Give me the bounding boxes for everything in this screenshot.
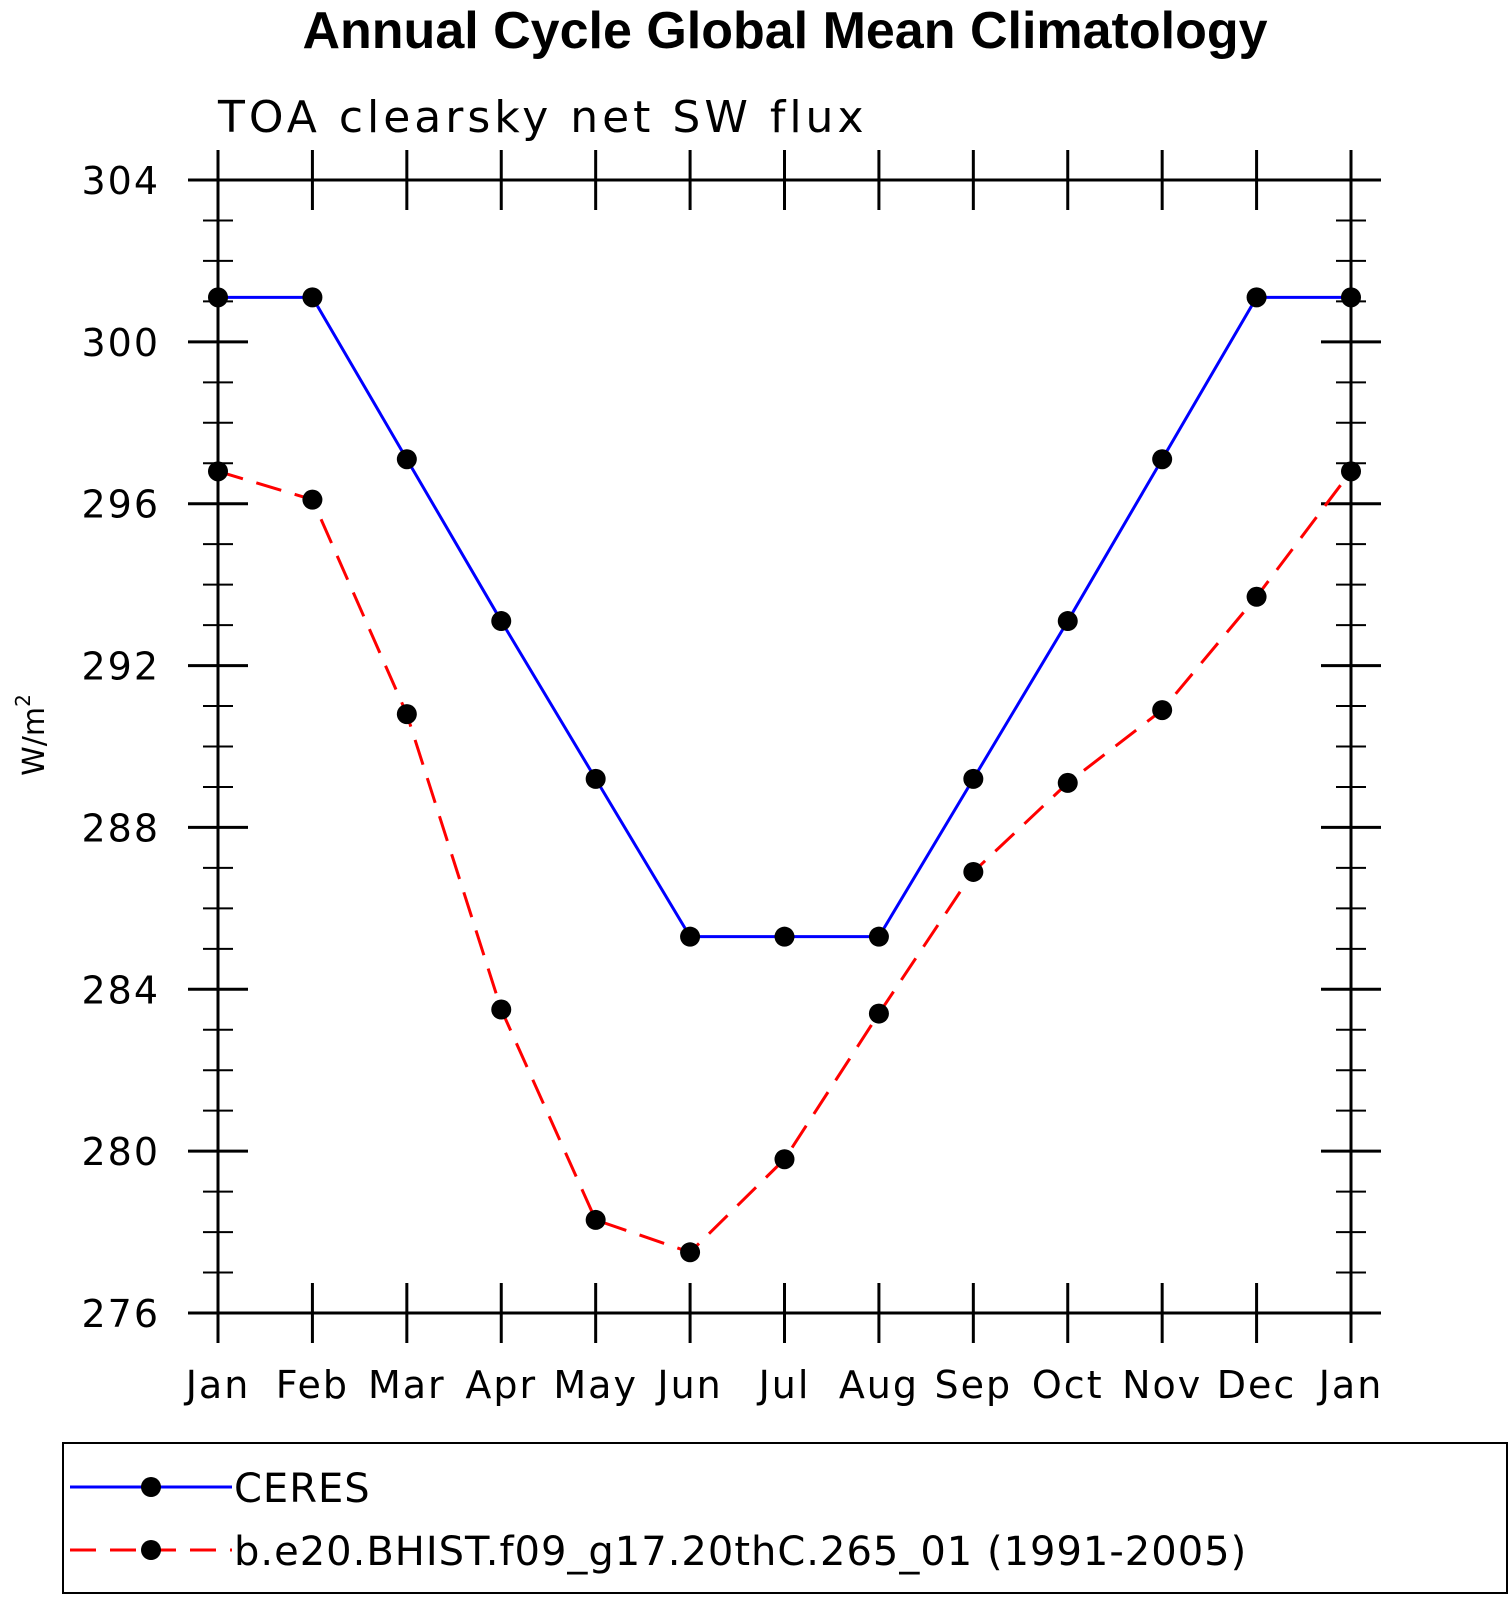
y-axis-label: W/m2 <box>11 694 52 776</box>
series-1-point <box>963 768 984 789</box>
series-2-point <box>680 1242 701 1263</box>
series-2-point <box>774 1149 795 1170</box>
y-axis-label-text: W/m <box>17 707 52 776</box>
series-1-point <box>1057 611 1078 632</box>
x-tick-label: Apr <box>465 1363 537 1407</box>
chart-subtitle: TOA clearsky net SW flux <box>217 92 867 143</box>
series-2-point <box>963 861 984 882</box>
y-tick-label: 284 <box>81 968 160 1012</box>
series-1-point <box>680 926 701 947</box>
series-1-point <box>396 449 417 470</box>
plot-frame <box>216 178 1353 1315</box>
x-tick-label: Mar <box>368 1363 446 1407</box>
series-2-point <box>396 704 417 725</box>
y-tick-labels: 276 280 284 288 292 296 300 304 <box>81 159 160 1336</box>
legend-label-2: b.e20.BHIST.f09_g17.20thC.265_01 (1991-2… <box>234 1529 1247 1575</box>
x-tick-label: May <box>553 1363 638 1407</box>
x-tick-label: Dec <box>1217 1363 1297 1407</box>
y-tick-label: 280 <box>81 1130 160 1174</box>
x-tick-label: Jun <box>655 1363 722 1407</box>
x-tick-label: Jan <box>1317 1363 1384 1407</box>
y-tick-label: 288 <box>81 806 160 850</box>
series-line-1 <box>218 295 1351 939</box>
series-2-point <box>491 999 512 1020</box>
legend: CERES b.e20.BHIST.f09_g17.20thC.265_01 (1… <box>62 1442 1508 1594</box>
series-2-point <box>868 1003 889 1024</box>
series-1-point <box>302 287 323 308</box>
series-line-2 <box>217 469 1353 1255</box>
series-1-point <box>868 926 889 947</box>
series-2-point <box>1246 586 1267 607</box>
series-2-point <box>585 1209 606 1230</box>
legend-box <box>62 1442 1508 1594</box>
series-1-point <box>1152 449 1173 470</box>
x-tick-label: Feb <box>276 1363 349 1407</box>
y-tick-label: 276 <box>81 1292 160 1336</box>
x-tick-label: Nov <box>1122 1363 1202 1407</box>
x-tick-label: Aug <box>839 1363 919 1407</box>
x-tick-label: Oct <box>1032 1363 1104 1407</box>
series-1-point <box>585 768 606 789</box>
x-tick-labels: Jan Feb Mar Apr May Jun Jul Aug Sep Oct Nov Dec Jan <box>184 1363 1384 1407</box>
series-layer <box>208 287 1361 1263</box>
legend-label-1: CERES <box>234 1466 371 1512</box>
series-2-point <box>302 489 323 510</box>
series-1-point <box>1246 287 1267 308</box>
x-tick-label: Jul <box>757 1363 811 1407</box>
series-1-point <box>491 611 512 632</box>
y-tick-label: 304 <box>81 159 160 203</box>
series-2-point <box>1057 772 1078 793</box>
svg-text:W/m2: W/m2 <box>11 694 52 776</box>
y-tick-label: 296 <box>81 483 160 527</box>
x-tick-label: Jan <box>184 1363 251 1407</box>
chart-title: Annual Cycle Global Mean Climatology <box>302 2 1267 60</box>
series-1-point <box>774 926 795 947</box>
y-tick-label: 300 <box>81 321 160 365</box>
x-tick-label: Sep <box>935 1363 1013 1407</box>
series-2-point <box>1152 700 1173 721</box>
legend-marker-1 <box>141 1477 161 1497</box>
y-tick-label: 292 <box>81 645 160 689</box>
legend-marker-2 <box>141 1540 161 1560</box>
y-axis-label-superscript: 2 <box>11 694 35 707</box>
